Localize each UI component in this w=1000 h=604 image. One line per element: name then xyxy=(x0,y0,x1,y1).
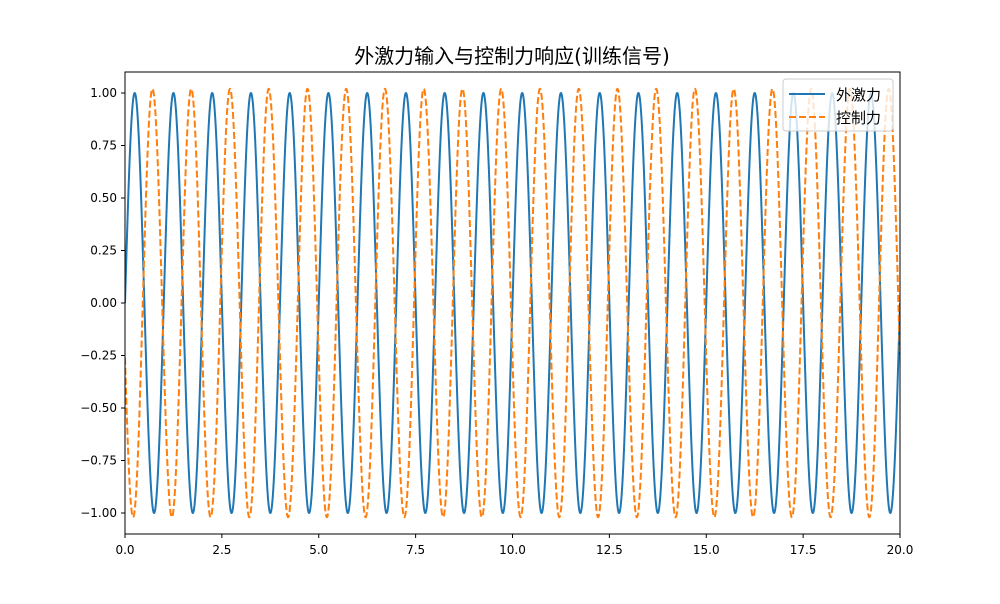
y-tick-label: −0.50 xyxy=(80,401,117,415)
series-line-0 xyxy=(125,92,900,514)
series-layer xyxy=(125,87,900,519)
x-tick-label: 5.0 xyxy=(309,543,328,557)
x-axis: 0.0 2.5 5.0 7.5 10.0 12.5 15.0 17.5 20.0 xyxy=(115,534,913,557)
x-tick-label: 20.0 xyxy=(887,543,914,557)
x-tick-label: 2.5 xyxy=(212,543,231,557)
legend-label-external-force: 外激力 xyxy=(836,86,881,104)
y-tick-label: 0.00 xyxy=(90,296,117,310)
y-tick-label: −0.25 xyxy=(80,349,117,363)
y-tick-label: 1.00 xyxy=(90,86,117,100)
x-tick-label: 15.0 xyxy=(693,543,720,557)
y-tick-label: 0.25 xyxy=(90,244,117,258)
series-line-1 xyxy=(125,87,900,519)
y-tick-label: 0.75 xyxy=(90,139,117,153)
x-tick-label: 7.5 xyxy=(406,543,425,557)
y-tick-label: −1.00 xyxy=(80,506,117,520)
x-tick-label: 0.0 xyxy=(115,543,134,557)
x-tick-label: 12.5 xyxy=(596,543,623,557)
x-tick-label: 10.0 xyxy=(499,543,526,557)
chart-title: 外激力输入与控制力响应(训练信号) xyxy=(354,44,670,68)
y-tick-label: −0.75 xyxy=(80,454,117,468)
x-tick-label: 17.5 xyxy=(790,543,817,557)
legend: 外激力 控制力 xyxy=(782,78,894,132)
y-tick-label: 0.50 xyxy=(90,191,117,205)
y-axis: −1.00 −0.75 −0.50 −0.25 0.00 0.25 0.50 0.75 1.00 xyxy=(80,86,125,520)
legend-label-control-force: 控制力 xyxy=(836,109,881,127)
